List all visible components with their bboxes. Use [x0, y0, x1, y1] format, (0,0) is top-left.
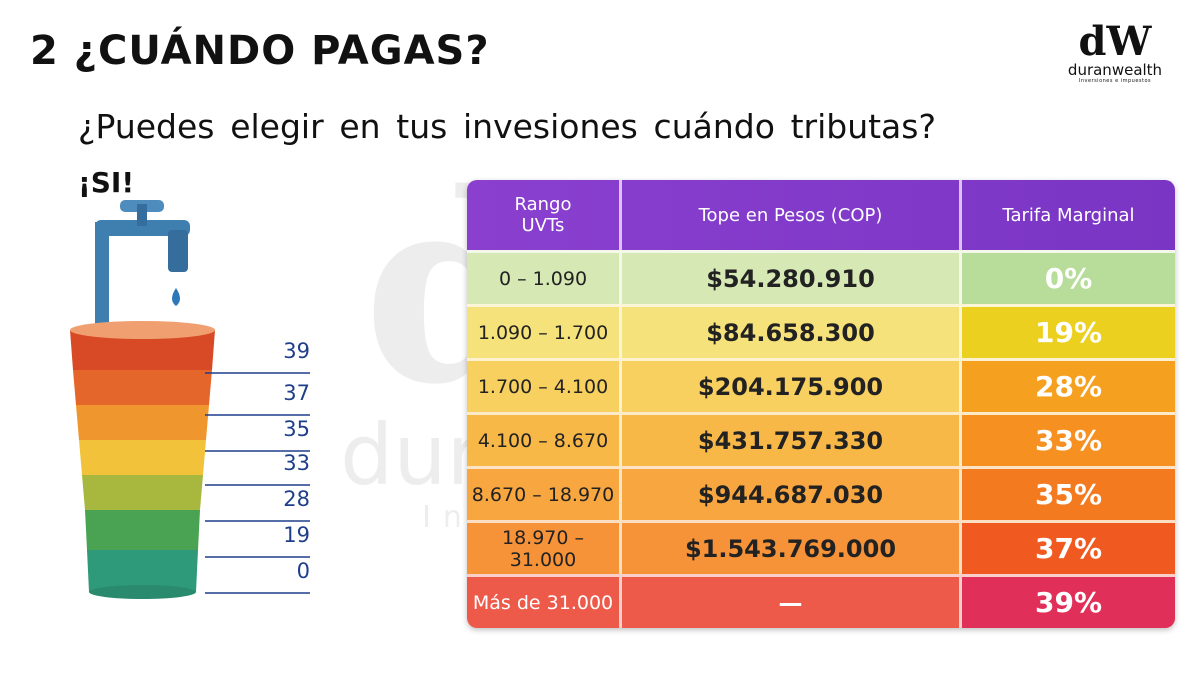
- level-label: 39: [283, 339, 310, 363]
- table-cell: $84.658.300: [622, 307, 962, 358]
- title: 2 ¿CUÁNDO PAGAS?: [30, 28, 490, 74]
- header-cell: Rango UVTs: [467, 180, 622, 250]
- header-row: Rango UVTs Tope en Pesos (COP) Tarifa Marg…: [467, 180, 1175, 250]
- table-cell: 39%: [962, 577, 1175, 628]
- table-row: 4.100 – 8.670 $431.757.330 33%: [467, 412, 1175, 466]
- table-cell: 28%: [962, 361, 1175, 412]
- table-row: 1.090 – 1.700 $84.658.300 19%: [467, 304, 1175, 358]
- table-cell: 4.100 – 8.670: [467, 415, 622, 466]
- table-row: Más de 31.000—39%: [467, 574, 1175, 628]
- table-cell: 33%: [962, 415, 1175, 466]
- level-label: 0: [297, 559, 310, 583]
- table-cell: 35%: [962, 469, 1175, 520]
- tax-table: Rango UVTs Tope en Pesos (COP) Tarifa Marg…: [467, 180, 1175, 628]
- table-row: 8.670 – 18.970 $944.687.030 35%: [467, 466, 1175, 520]
- glass-illustration: 39 37 35 33 28 19 0: [70, 200, 310, 599]
- table-row: 1.700 – 4.100 $204.175.900 28%: [467, 358, 1175, 412]
- logo-name: duranwealth: [1067, 61, 1163, 79]
- header-cell: Tope en Pesos (COP): [622, 180, 962, 250]
- table-cell: $431.757.330: [622, 415, 962, 466]
- glass: [70, 321, 215, 599]
- answer: ¡SI!: [78, 166, 135, 199]
- table-cell: 37%: [962, 523, 1175, 574]
- table-cell: 1.090 – 1.700: [467, 307, 622, 358]
- level-label: 19: [283, 523, 310, 547]
- table-cell: 0%: [962, 253, 1175, 304]
- table-cell: —: [622, 577, 962, 628]
- header-cell: Tarifa Marginal: [1002, 204, 1135, 226]
- table-cell: $1.543.769.000: [622, 523, 962, 574]
- question: ¿Puedes elegir en tus invesiones cuándo …: [78, 107, 936, 146]
- faucet: [95, 200, 190, 328]
- level-label: 35: [283, 417, 310, 441]
- subtitle: ¿Puedes elegir en tus invesiones cuándo …: [78, 100, 936, 210]
- table-cell: $944.687.030: [622, 469, 962, 520]
- table-row: 18.970 – 31.000 $1.543.769.000 37%: [467, 520, 1175, 574]
- level-label: 37: [283, 381, 310, 405]
- table-cell: $54.280.910: [622, 253, 962, 304]
- table-cell: 0 – 1.090: [467, 253, 622, 304]
- table-cell: Más de 31.000: [467, 577, 622, 628]
- table-cell: 8.670 – 18.970: [467, 469, 622, 520]
- table-cell: 18.970 – 31.000: [467, 523, 622, 574]
- table-row: 0 – 1.090 $54.280.910 0%: [467, 250, 1175, 304]
- table-cell: $204.175.900: [622, 361, 962, 412]
- logo-mark: dW: [1078, 18, 1152, 65]
- table-cell: 1.700 – 4.100: [467, 361, 622, 412]
- table-cell: 19%: [962, 307, 1175, 358]
- logo-slogan: Inversiones e impuestos: [1078, 78, 1152, 84]
- level-label: 28: [283, 487, 310, 511]
- logo: dW duranwealth Inversiones e impuestos: [1060, 18, 1170, 85]
- level-label: 33: [283, 451, 310, 475]
